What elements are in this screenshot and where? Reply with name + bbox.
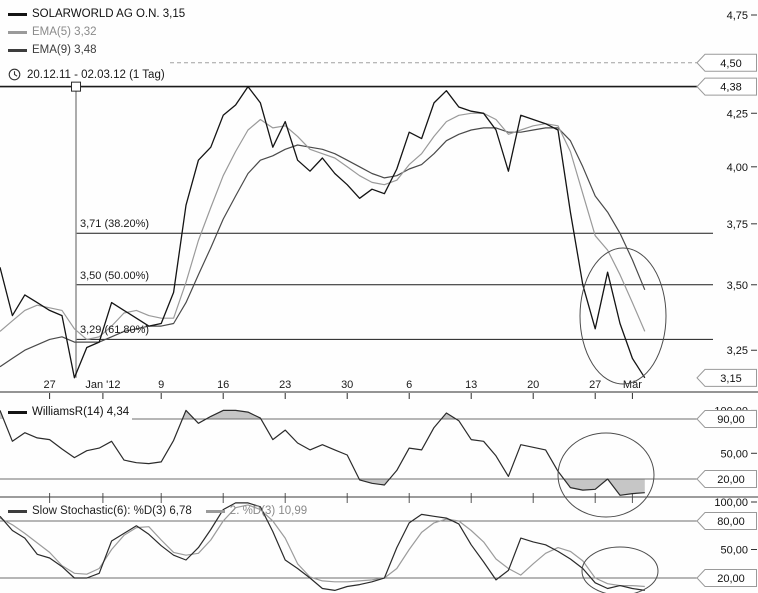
y-axis-tag-label: 3,15 — [720, 373, 741, 385]
legend-item-ema9[interactable]: EMA(9) 3,48 — [8, 41, 185, 59]
y-axis-label: 3,50 — [727, 280, 748, 292]
stochastic-d2-swatch — [205, 509, 225, 513]
fib-level-label: 3,29 (61.80%) — [80, 324, 150, 337]
clock-icon — [8, 68, 21, 81]
y-axis-tag — [696, 512, 757, 530]
main-legend: SOLARWORLD AG O.N. 3,15 EMA(5) 3,32 EMA(… — [8, 5, 185, 59]
ema5-line — [0, 112, 646, 340]
y-axis-label: 3,75 — [727, 219, 748, 231]
x-tick-label: 6 — [406, 379, 412, 391]
williams-legend[interactable]: WilliamsR(14) 4,34 — [8, 406, 129, 418]
stochastic-d-label: Slow Stochastic(6): %D(3) 6,78 — [32, 505, 192, 517]
x-tick-label: 20 — [527, 379, 539, 391]
williams-oversold-fill — [0, 479, 645, 496]
y-axis-tag — [696, 569, 757, 587]
y-axis-label: 50,00 — [720, 448, 748, 460]
y-axis-tag-label: 90,00 — [717, 414, 745, 426]
fib-anchor-handle[interactable] — [71, 81, 82, 92]
annotation-ellipse-williams[interactable] — [557, 432, 655, 518]
y-axis-label: 100,00 — [714, 497, 748, 509]
y-axis-tag — [696, 77, 757, 96]
ema9-label: EMA(9) 3,48 — [32, 44, 97, 56]
fib-level-label: 3,50 (50.00%) — [80, 269, 150, 282]
legend-item-instrument[interactable]: SOLARWORLD AG O.N. 3,15 — [8, 5, 185, 23]
ema9-line — [0, 127, 646, 368]
date-range: 20.12.11 - 02.03.12 (1 Tag) — [8, 68, 165, 81]
ema9-swatch — [8, 48, 27, 52]
y-axis-tag-label: 4,50 — [720, 58, 741, 70]
ema5-label: EMA(5) 3,32 — [32, 26, 97, 38]
ema5-swatch — [8, 30, 27, 34]
instrument-swatch — [8, 12, 27, 16]
y-axis-tag-label: 80,00 — [717, 516, 745, 528]
stochastic-legend[interactable]: Slow Stochastic(6): %D(3) 6,78 2. %D(3) … — [8, 505, 307, 517]
date-range-label: 20.12.11 - 02.03.12 (1 Tag) — [27, 68, 165, 81]
williams-label: WilliamsR(14) 4,34 — [32, 406, 130, 418]
annotation-ellipse-price[interactable] — [579, 247, 667, 385]
annotation-ellipse-stochastic[interactable] — [581, 546, 659, 593]
y-axis-tag-label: 20,00 — [717, 573, 745, 585]
x-tick-label: 16 — [217, 379, 229, 391]
y-axis-label: 4,00 — [727, 162, 748, 174]
y-axis-label: 4,25 — [727, 108, 748, 120]
williams-swatch — [8, 410, 27, 414]
y-axis-tag — [696, 53, 757, 72]
y-axis-label: 50,00 — [720, 545, 748, 557]
x-tick-label: 9 — [158, 379, 164, 391]
y-axis-tag-label: 4,38 — [720, 82, 741, 94]
y-axis-tag-label: 20,00 — [717, 474, 745, 486]
y-axis-tag — [696, 410, 757, 428]
y-axis-label: 4,75 — [727, 10, 748, 22]
y-axis-tag — [696, 470, 757, 488]
x-tick-label: 27 — [589, 379, 601, 391]
stochastic-d2-line — [0, 504, 645, 588]
williams-line — [0, 409, 645, 496]
williams-overbought-fill — [0, 410, 645, 419]
x-tick-label: 27 — [43, 379, 55, 391]
legend-item-ema5[interactable]: EMA(5) 3,32 — [8, 23, 185, 41]
x-tick-label: 23 — [279, 379, 291, 391]
stochastic-d-swatch — [8, 509, 27, 513]
stochastic-d-line — [0, 502, 645, 592]
x-tick-label: 30 — [341, 379, 353, 391]
price-line — [0, 85, 646, 379]
x-tick-label: 13 — [465, 379, 477, 391]
x-tick-label: Mär — [623, 379, 642, 391]
y-axis-tag — [696, 368, 757, 387]
stochastic-d2-label: 2. %D(3) 10,99 — [229, 505, 308, 517]
y-axis-label: 3,25 — [727, 345, 748, 357]
x-tick-label: Jan '12 — [85, 379, 120, 391]
fib-level-label: 3,71 (38.20%) — [80, 218, 150, 231]
instrument-label: SOLARWORLD AG O.N. 3,15 — [32, 8, 186, 20]
